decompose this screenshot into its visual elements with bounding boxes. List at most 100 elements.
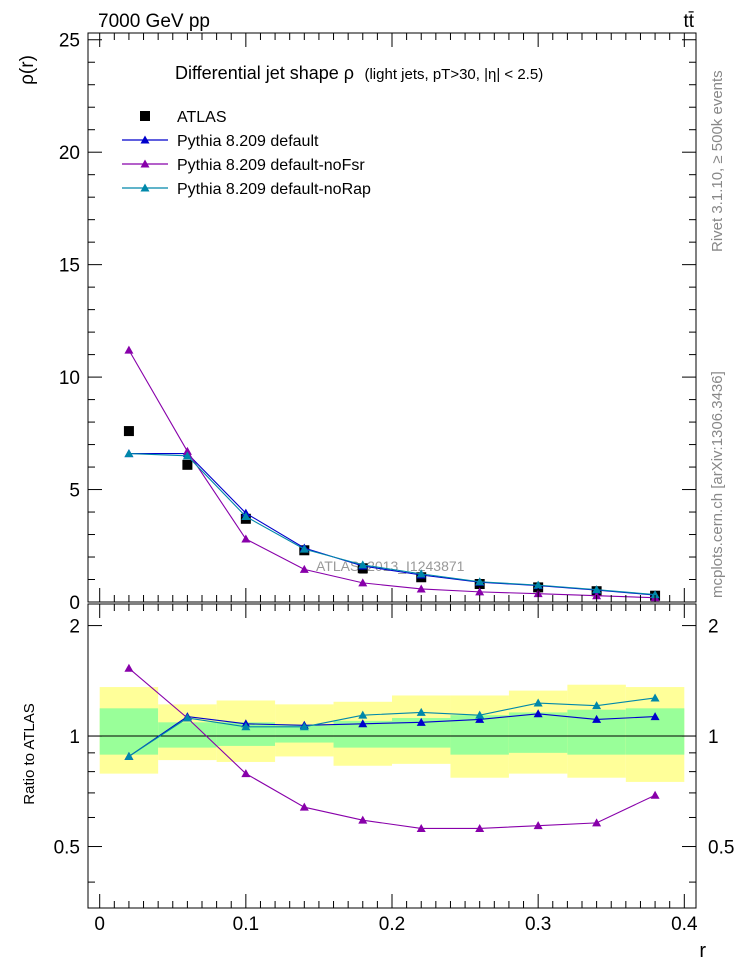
ratio-uncertainty-bands: [88, 684, 696, 782]
ratio-series-point-pythia-8-209-default: [416, 717, 426, 726]
main-series-point-pythia-8-209-default-nofsr: [416, 584, 426, 593]
ratio-series-point-pythia-8-209-default: [650, 712, 660, 721]
x-tick-label: 0.3: [525, 914, 551, 935]
ratio-series-point-pythia-8-209-default-nofsr: [358, 815, 368, 824]
ratio-series-point-pythia-8-209-default-norap: [650, 693, 660, 702]
ratio-band-inner: [99, 708, 159, 755]
x-tick-label: 0.1: [233, 914, 259, 935]
ratio-y-tick-labels: 0.5 0.5 1 1 2 2: [54, 617, 735, 859]
ratio-series-point-pythia-8-209-default-nofsr: [650, 790, 660, 799]
rivet-version-label: Rivet 3.1.10, ≥ 500k events: [709, 70, 726, 252]
main-axes: [87, 32, 697, 603]
ratio-band-inner: [275, 725, 334, 743]
ratio-y-tick-label-right: 0.5: [708, 838, 734, 859]
ratio-series-point-pythia-8-209-default-norap: [299, 722, 309, 731]
main-series-point-pythia-8-209-default-nofsr: [241, 534, 251, 543]
main-series-point-pythia-8-209-default-norap: [358, 560, 368, 569]
ratio-y-tick-label-left: 1: [69, 727, 80, 748]
mcplots-label: mcplots.cern.ch [arXiv:1306.3436]: [709, 371, 726, 598]
chart-title-main: Differential jet shape ρ: [175, 63, 354, 83]
ratio-y-tick-label-left: 2: [69, 617, 80, 638]
x-tick-label: 0: [94, 914, 105, 935]
ratio-series-point-pythia-8-209-default-norap: [533, 698, 543, 707]
ratio-series-line-pythia-8-209-default: [128, 713, 656, 757]
main-series-point-pythia-8-209-default-norap: [241, 512, 251, 521]
main-series-point-pythia-8-209-default-norap: [416, 569, 426, 578]
main-series-point-pythia-8-209-default-norap: [533, 580, 543, 589]
ratio-series-point-pythia-8-209-default-nofsr: [241, 769, 251, 778]
ratio-band-inner: [158, 722, 217, 748]
atlas-data-point: [182, 459, 193, 470]
legend-label-pythia-8-209-default-norap: Pythia 8.209 default-noRap: [177, 181, 371, 198]
main-y-tick-label: 20: [59, 143, 80, 164]
ratio-series-point-pythia-8-209-default-norap: [475, 710, 485, 719]
legend-marker-pythia-8-209-default: [140, 135, 150, 144]
main-y-tick-label: 25: [59, 31, 80, 52]
atlas-data-point: [123, 426, 134, 437]
x-tick-labels: 0 0.1 0.2 0.3 0.4: [94, 914, 698, 935]
ratio-y-tick-label-right: 1: [708, 727, 719, 748]
ratio-y-tick-label-left: 0.5: [54, 838, 80, 859]
ratio-data-layer: [124, 663, 660, 832]
ratio-series-point-pythia-8-209-default-nofsr: [299, 802, 309, 811]
ratio-series-point-pythia-8-209-default-nofsr: [124, 663, 134, 672]
main-y-axis-label: ρ(r): [17, 55, 38, 85]
x-tick-label: 0.2: [379, 914, 405, 935]
legend-item-pythia-8-209-default-nofsr: Pythia 8.209 default-noFsr: [122, 157, 365, 174]
legend-item-pythia-8-209-default: Pythia 8.209 default: [122, 133, 319, 150]
ratio-series-point-pythia-8-209-default-norap: [592, 701, 602, 710]
main-series-point-pythia-8-209-default-norap: [475, 577, 485, 586]
ratio-series-point-pythia-8-209-default-nofsr: [475, 823, 485, 832]
ratio-series-point-pythia-8-209-default: [533, 709, 543, 718]
ratio-series-point-pythia-8-209-default: [358, 719, 368, 728]
main-y-tick-label: 5: [69, 481, 80, 502]
main-data-layer: [123, 345, 661, 602]
main-series-point-pythia-8-209-default-norap: [592, 585, 602, 594]
ratio-series-point-pythia-8-209-default: [592, 714, 602, 723]
ratio-y-tick-label-right: 2: [708, 617, 719, 638]
legend-item-pythia-8-209-default-norap: Pythia 8.209 default-noRap: [122, 181, 371, 198]
ratio-series-point-pythia-8-209-default-nofsr: [592, 818, 602, 827]
main-series-point-pythia-8-209-default-nofsr: [475, 587, 485, 596]
main-series-point-pythia-8-209-default-norap: [182, 451, 192, 460]
legend-item-atlas: ATLAS: [140, 109, 227, 126]
ratio-series-line-pythia-8-209-default-norap: [128, 697, 656, 757]
chart-title: Differential jet shape ρ (light jets, pT…: [175, 63, 543, 83]
process-label: tt̄: [683, 11, 694, 32]
ratio-band-inner: [216, 722, 276, 746]
x-tick-label: 0.4: [671, 914, 698, 935]
ratio-band-inner: [508, 712, 568, 753]
main-series-point-pythia-8-209-default-norap: [650, 590, 660, 599]
ratio-series-point-pythia-8-209-default-norap: [124, 751, 134, 760]
main-series-point-pythia-8-209-default-nofsr: [358, 578, 368, 587]
main-series-line-pythia-8-209-default-nofsr: [128, 349, 656, 599]
ratio-series-point-pythia-8-209-default-norap: [182, 713, 192, 722]
ratio-axes: [87, 603, 697, 909]
main-y-tick-label: 10: [59, 368, 80, 389]
legend: ATLAS Pythia 8.209 default Pythia 8.209 de…: [122, 109, 371, 198]
ratio-y-axis-label: Ratio to ATLAS: [21, 703, 38, 804]
legend-marker-atlas: [140, 111, 150, 121]
ratio-series-point-pythia-8-209-default-nofsr: [533, 821, 543, 830]
main-series-line-pythia-8-209-default-norap: [128, 453, 656, 596]
chart-title-detail: (light jets, pT>30, |η| < 2.5): [364, 66, 543, 83]
main-panel: ATLAS_2013_I1243871 0 5 10 15 20 25 ρ(r) Diff…: [17, 31, 697, 614]
energy-label: 7000 GeV pp: [98, 11, 210, 32]
main-series-point-pythia-8-209-default-nofsr: [124, 345, 134, 354]
main-series-point-pythia-8-209-default-nofsr: [299, 564, 309, 573]
main-series-point-pythia-8-209-default-nofsr: [182, 446, 192, 455]
x-axis-label: r: [699, 940, 706, 962]
ratio-series-point-pythia-8-209-default-norap: [358, 710, 368, 719]
legend-marker-pythia-8-209-default-nofsr: [140, 159, 150, 168]
main-y-tick-label: 15: [59, 256, 80, 277]
legend-label-pythia-8-209-default: Pythia 8.209 default: [177, 133, 319, 150]
ratio-panel: 0.5 0.51 12 2 0 0.1 0.2 0.3 0.4 Ratio to ATLAS …: [21, 603, 735, 962]
ratio-series-line-pythia-8-209-default-nofsr: [128, 667, 656, 830]
legend-label-pythia-8-209-default-nofsr: Pythia 8.209 default-noFsr: [177, 157, 365, 174]
ratio-series-point-pythia-8-209-default: [475, 714, 485, 723]
main-series-point-pythia-8-209-default-norap: [299, 544, 309, 553]
main-watermark: ATLAS_2013_I1243871: [316, 558, 465, 574]
legend-label-atlas: ATLAS: [177, 109, 227, 126]
main-y-tick-label: 0: [69, 593, 80, 614]
